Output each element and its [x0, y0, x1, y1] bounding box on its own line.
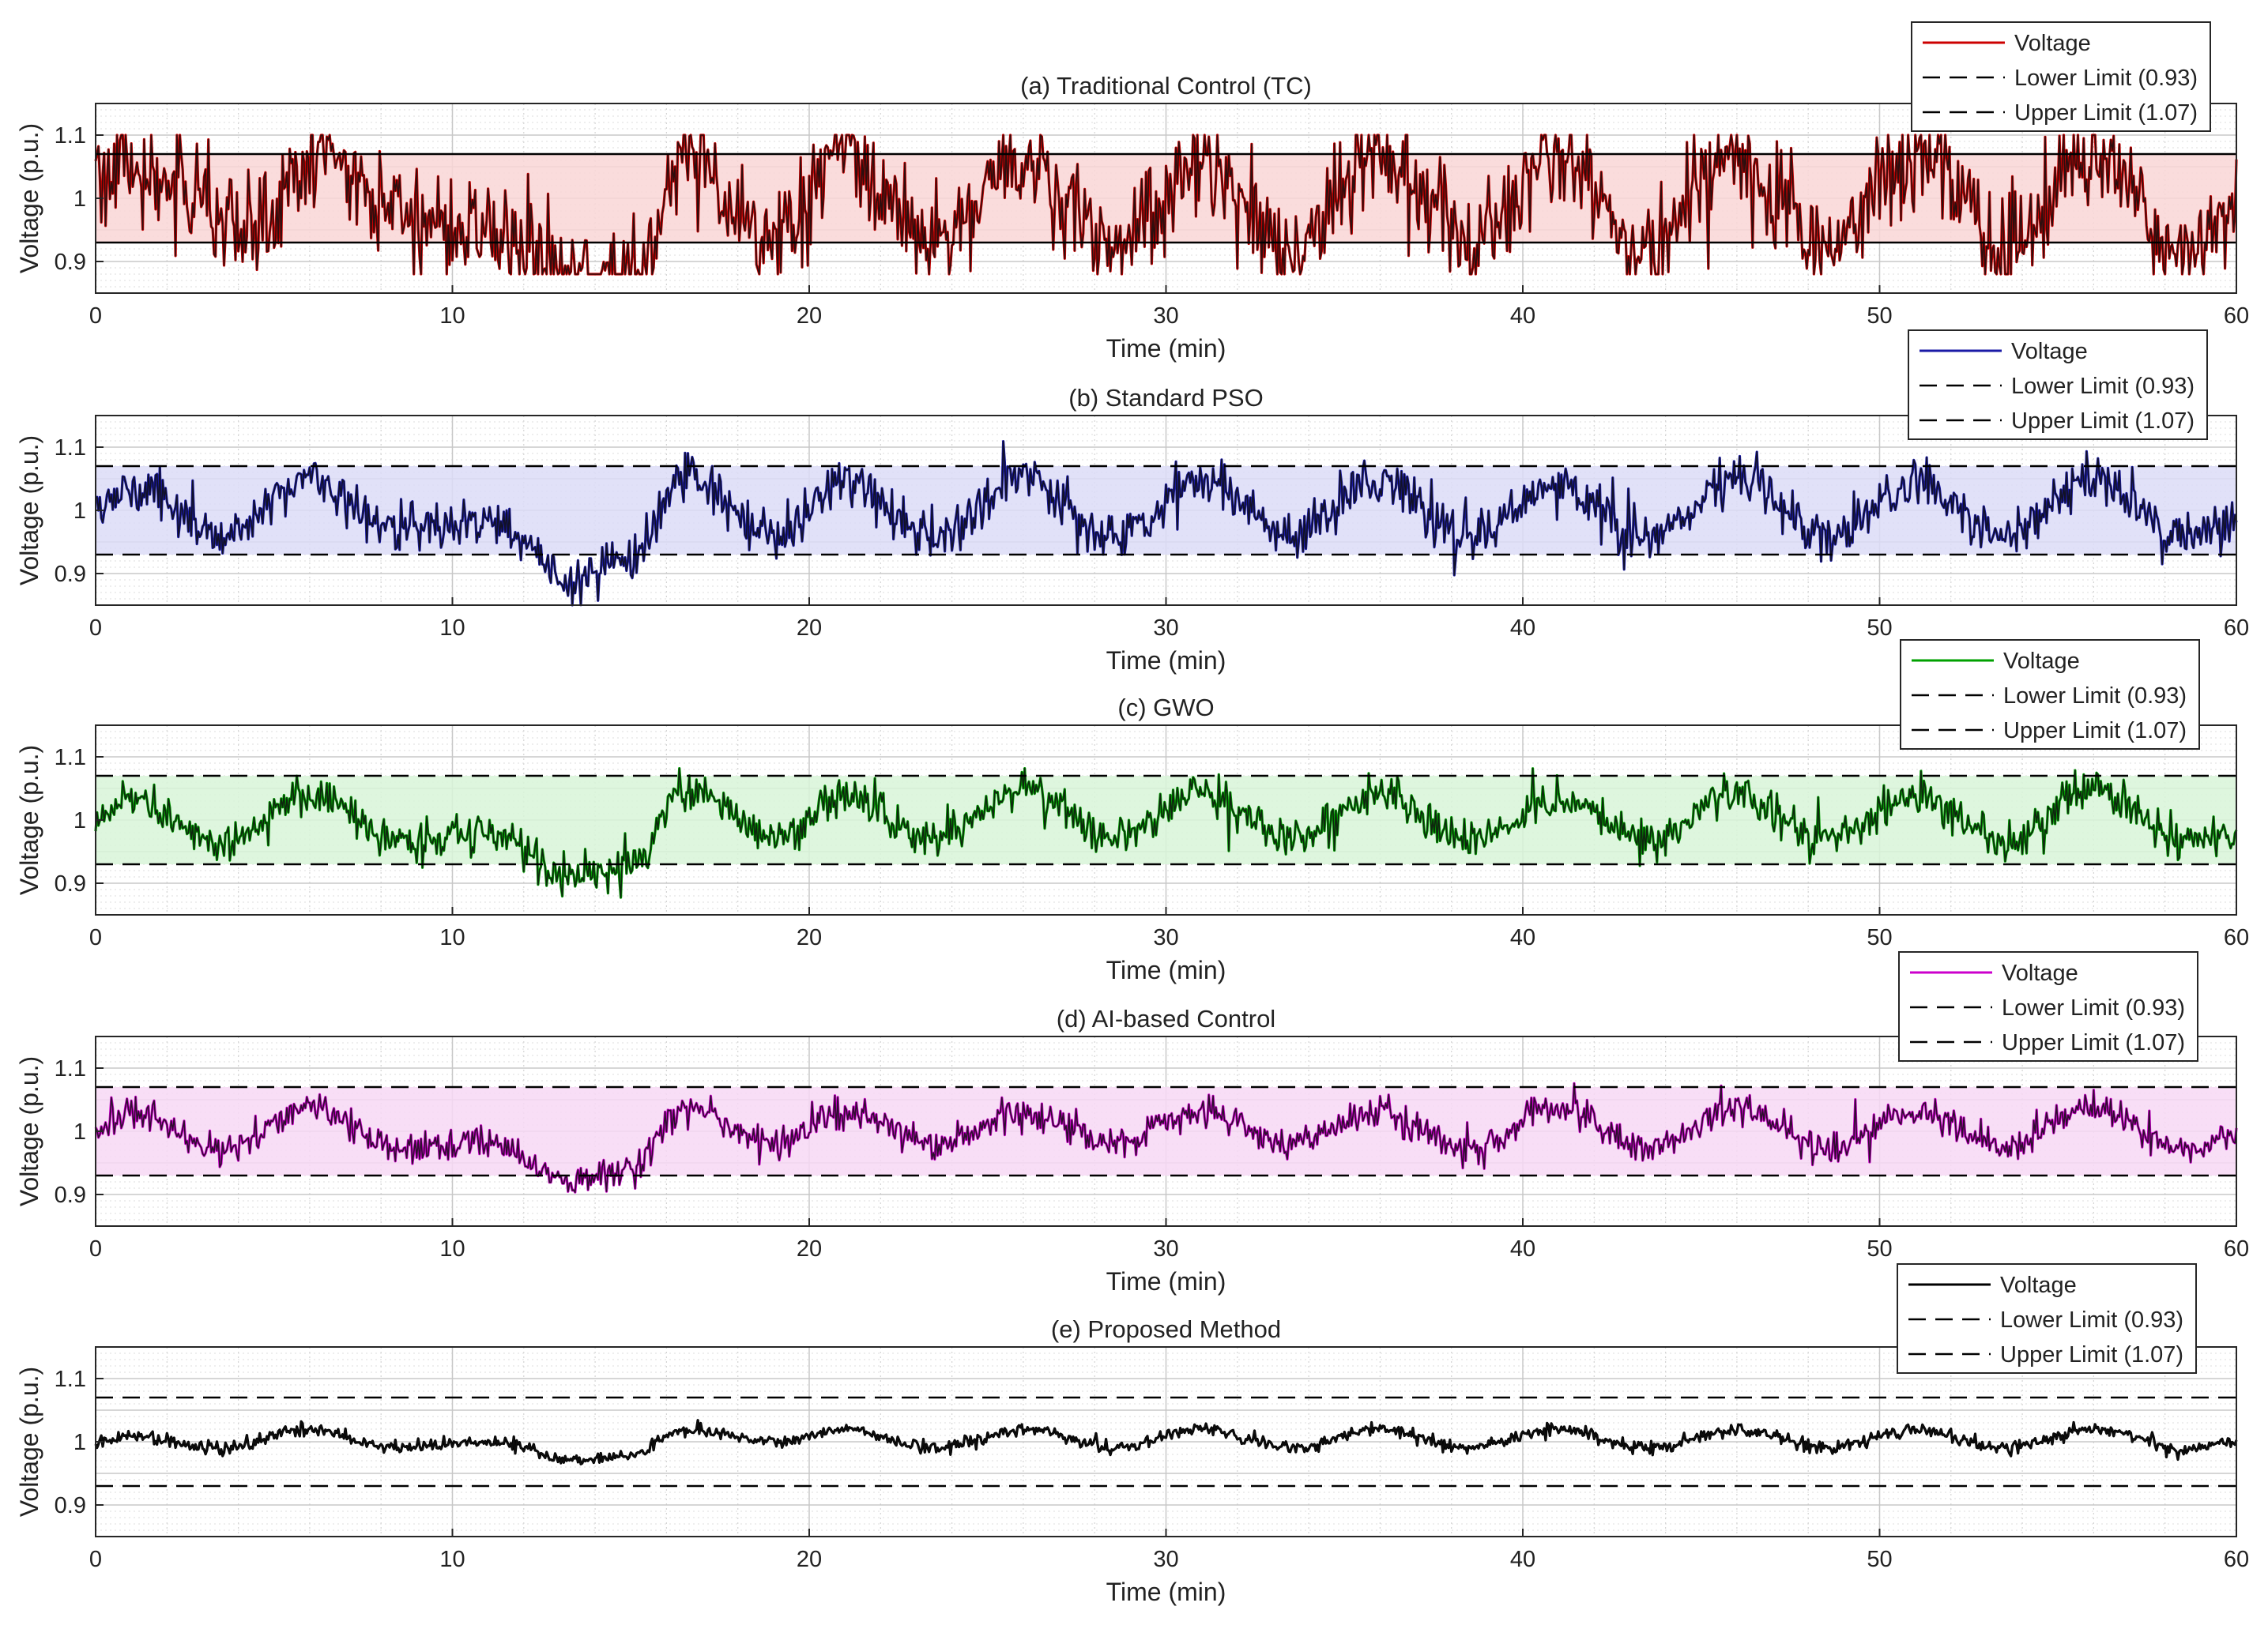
- y-tick-label: 0.9: [55, 562, 86, 587]
- x-tick-label: 30: [1153, 1547, 1178, 1572]
- subplot-0: 0 10 20 30 40 50 60 0.9 1 1.1 (a) Traditional Cont…: [15, 21, 2249, 363]
- x-tick-label: 60: [2224, 1547, 2249, 1572]
- x-axis-label: Time (min): [1106, 1267, 1226, 1296]
- legend-label-lower-limit: Lower Limit (0.93): [2000, 1307, 2183, 1333]
- legend-label-voltage: Voltage: [2003, 649, 2080, 674]
- x-axis-label: Time (min): [1106, 1578, 1226, 1606]
- subplot-1: 0 10 20 30 40 50 60 0.9 1 1.1 (b) Standard PSO Time…: [15, 329, 2249, 675]
- x-tick-label: 0: [89, 1236, 102, 1262]
- legend-label-lower-limit: Lower Limit (0.93): [2003, 683, 2187, 709]
- legend: Voltage Lower Limit (0.93) Upper Limit (1.…: [1900, 639, 2200, 750]
- x-tick-label: 40: [1510, 925, 1535, 950]
- x-tick-label: 10: [439, 925, 465, 950]
- x-axis-label: Time (min): [1106, 956, 1226, 984]
- y-tick-label: 1.1: [55, 1367, 86, 1392]
- legend-label-lower-limit: Lower Limit (0.93): [2011, 374, 2195, 399]
- acceptable-band: [96, 776, 2236, 864]
- x-tick-label: 10: [439, 1547, 465, 1572]
- legend-label-lower-limit: Lower Limit (0.93): [2014, 66, 2198, 91]
- y-axis-label: Voltage (p.u.): [15, 1367, 43, 1517]
- x-tick-label: 40: [1510, 615, 1535, 641]
- y-tick-label: 0.9: [55, 871, 86, 897]
- subplot-4: 0 10 20 30 40 50 60 0.9 1 1.1 (e) Proposed Method T…: [15, 1263, 2249, 1606]
- y-tick-label: 1: [73, 1430, 86, 1455]
- x-tick-label: 20: [797, 615, 822, 641]
- x-axis-label: Time (min): [1106, 646, 1226, 675]
- legend-label-voltage: Voltage: [2011, 339, 2088, 364]
- y-axis-label: Voltage (p.u.): [15, 435, 43, 585]
- legend-label-upper-limit: Upper Limit (1.07): [2014, 100, 2198, 126]
- x-axis-label: Time (min): [1106, 334, 1226, 363]
- x-tick-label: 0: [89, 925, 102, 950]
- legend-label-upper-limit: Upper Limit (1.07): [2003, 718, 2187, 743]
- legend-label-voltage: Voltage: [2002, 961, 2078, 986]
- y-tick-label: 0.9: [55, 250, 86, 275]
- x-tick-label: 20: [797, 1236, 822, 1262]
- y-tick-label: 0.9: [55, 1183, 86, 1208]
- x-tick-label: 60: [2224, 1236, 2249, 1262]
- x-tick-label: 30: [1153, 303, 1178, 329]
- x-tick-label: 50: [1867, 615, 1892, 641]
- x-tick-label: 40: [1510, 303, 1535, 329]
- voltage-series: [95, 1082, 2237, 1193]
- legend: Voltage Lower Limit (0.93) Upper Limit (1.…: [1908, 329, 2208, 440]
- x-tick-label: 60: [2224, 303, 2249, 329]
- legend: Voltage Lower Limit (0.93) Upper Limit (1.…: [1897, 1263, 2197, 1374]
- voltage-series: [95, 767, 2237, 898]
- y-tick-label: 0.9: [55, 1493, 86, 1518]
- voltage-series: [95, 134, 2237, 275]
- y-tick-label: 1.1: [55, 123, 86, 149]
- x-tick-label: 40: [1510, 1547, 1535, 1572]
- y-tick-label: 1.1: [55, 435, 86, 461]
- legend-label-upper-limit: Upper Limit (1.07): [2002, 1030, 2185, 1055]
- y-axis-label: Voltage (p.u.): [15, 1056, 43, 1206]
- x-tick-label: 20: [797, 1547, 822, 1572]
- legend: Voltage Lower Limit (0.93) Upper Limit (1.…: [1898, 951, 2198, 1062]
- y-axis-label: Voltage (p.u.): [15, 745, 43, 895]
- x-tick-label: 20: [797, 925, 822, 950]
- x-tick-label: 0: [89, 303, 102, 329]
- x-tick-label: 40: [1510, 1236, 1535, 1262]
- subplot-title: (c) GWO: [1117, 694, 1214, 721]
- subplot-title: (b) Standard PSO: [1068, 384, 1263, 412]
- x-tick-label: 50: [1867, 1547, 1892, 1572]
- legend-label-upper-limit: Upper Limit (1.07): [2000, 1342, 2183, 1368]
- x-tick-label: 50: [1867, 1236, 1892, 1262]
- y-axis-label: Voltage (p.u.): [15, 123, 43, 273]
- y-tick-label: 1: [73, 498, 86, 524]
- x-tick-label: 10: [439, 1236, 465, 1262]
- x-tick-label: 30: [1153, 615, 1178, 641]
- x-tick-label: 60: [2224, 925, 2249, 950]
- legend-label-lower-limit: Lower Limit (0.93): [2002, 995, 2185, 1021]
- subplot-3: 0 10 20 30 40 50 60 0.9 1 1.1 (d) AI-based Control…: [15, 951, 2249, 1296]
- x-tick-label: 0: [89, 1547, 102, 1572]
- x-tick-label: 30: [1153, 925, 1178, 950]
- x-tick-label: 0: [89, 615, 102, 641]
- y-tick-label: 1: [73, 808, 86, 833]
- x-tick-label: 30: [1153, 1236, 1178, 1262]
- acceptable-band: [96, 1087, 2236, 1176]
- y-tick-label: 1.1: [55, 1056, 86, 1082]
- y-tick-label: 1.1: [55, 745, 86, 770]
- subplot-title: (d) AI-based Control: [1057, 1005, 1275, 1033]
- legend-label-upper-limit: Upper Limit (1.07): [2011, 408, 2195, 434]
- legend-label-voltage: Voltage: [2000, 1273, 2077, 1298]
- subplot-2: 0 10 20 30 40 50 60 0.9 1 1.1 (c) GWO Time (min) Vol…: [15, 639, 2249, 984]
- legend-label-voltage: Voltage: [2014, 31, 2091, 56]
- x-tick-label: 50: [1867, 303, 1892, 329]
- x-tick-label: 60: [2224, 615, 2249, 641]
- x-tick-label: 50: [1867, 925, 1892, 950]
- x-tick-label: 20: [797, 303, 822, 329]
- y-tick-label: 1: [73, 186, 86, 212]
- subplot-title: (e) Proposed Method: [1051, 1315, 1281, 1343]
- legend: Voltage Lower Limit (0.93) Upper Limit (1.…: [1911, 21, 2211, 132]
- voltage-series: [95, 1419, 2237, 1465]
- x-tick-label: 10: [439, 615, 465, 641]
- subplot-title: (a) Traditional Control (TC): [1020, 72, 1312, 100]
- voltage-series: [95, 440, 2237, 606]
- x-tick-label: 10: [439, 303, 465, 329]
- y-tick-label: 1: [73, 1119, 86, 1145]
